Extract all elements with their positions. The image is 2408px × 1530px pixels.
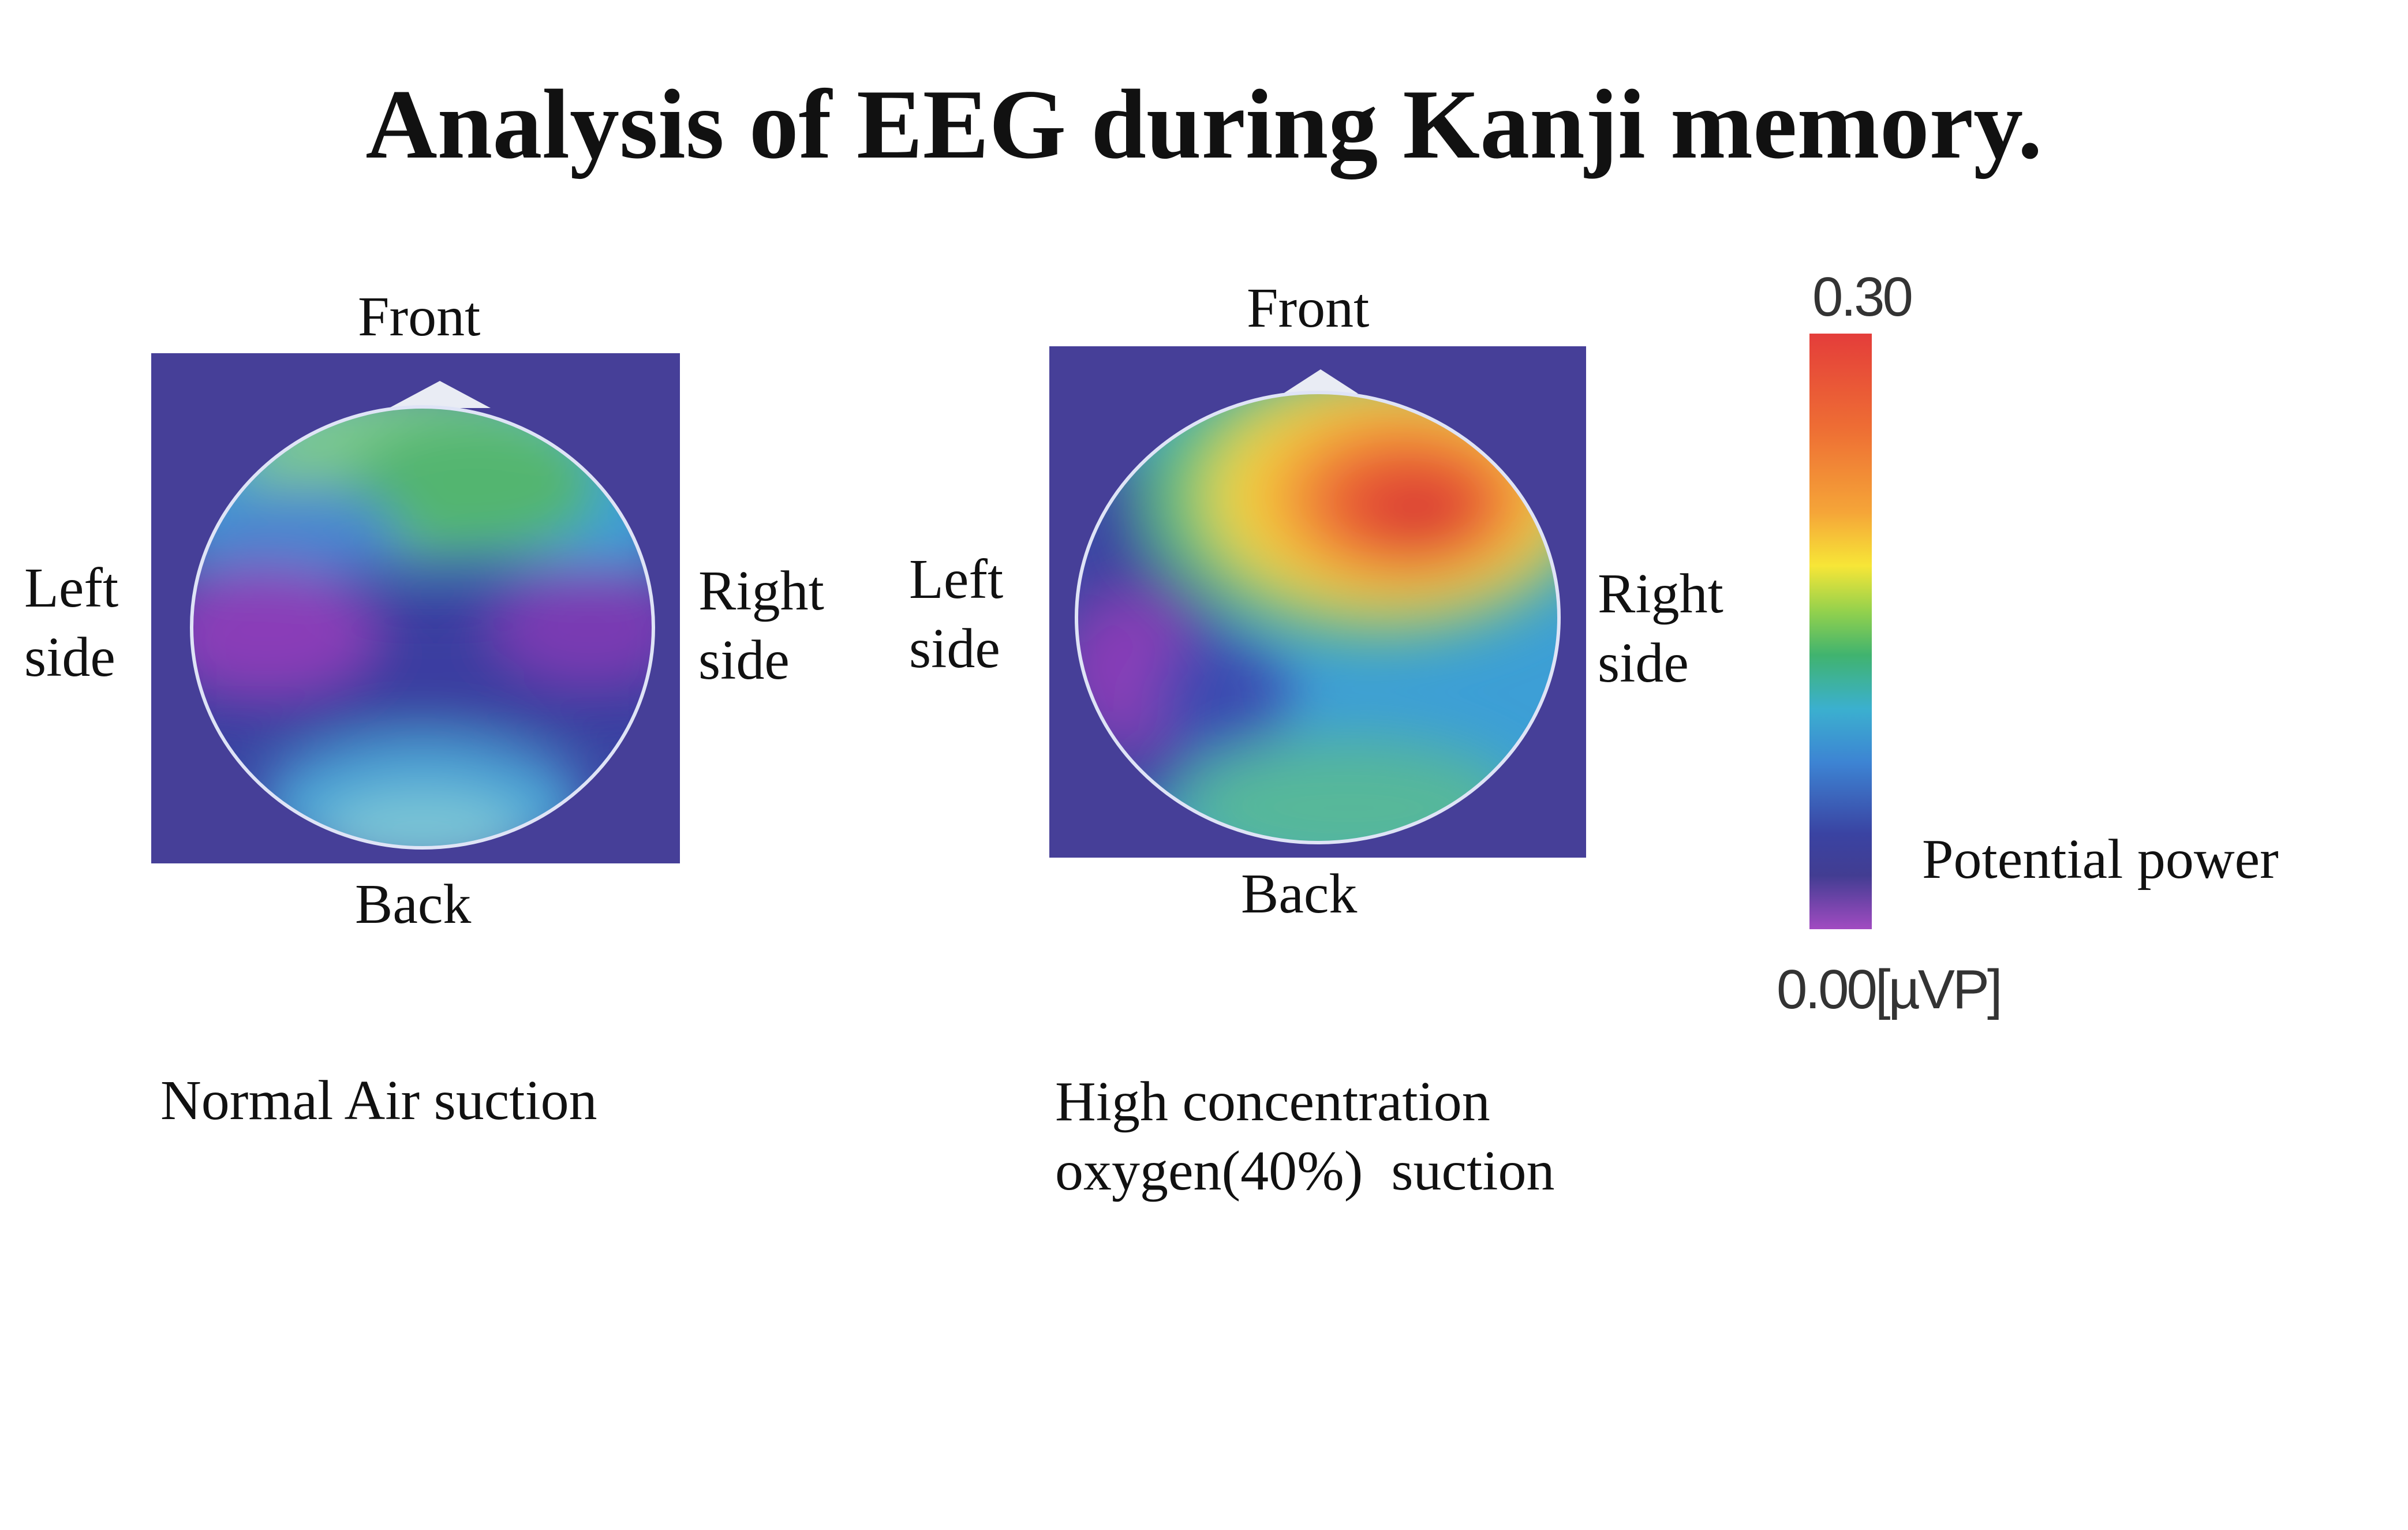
eeg-map-normal-air <box>151 353 680 863</box>
panel2-right-label: Right side <box>1598 563 1723 694</box>
panel2-caption: High concentration oxygen(40%) suction <box>1055 1071 1555 1202</box>
panel1-left-label: Left side <box>24 557 119 689</box>
panel2-left-label: Left side <box>909 548 1004 680</box>
panel2-front-label: Front <box>1247 277 1370 339</box>
panel1-back-label: Back <box>355 873 472 936</box>
panel1-caption: Normal Air suction <box>160 1069 597 1132</box>
eeg-map-high-oxygen <box>1049 346 1586 858</box>
page-title: Analysis of EEG during Kanji memory. <box>365 70 2043 179</box>
colorbar <box>1809 334 1872 929</box>
panel2-back-label: Back <box>1241 863 1358 925</box>
colorbar-max-label: 0.30 <box>1812 266 1913 328</box>
panel1-right-label: Right side <box>698 560 824 691</box>
colorbar-title: Potential power <box>1922 828 2279 891</box>
panel1-front-label: Front <box>358 286 481 348</box>
colorbar-min-label: 0.00[µVP] <box>1777 959 2003 1020</box>
